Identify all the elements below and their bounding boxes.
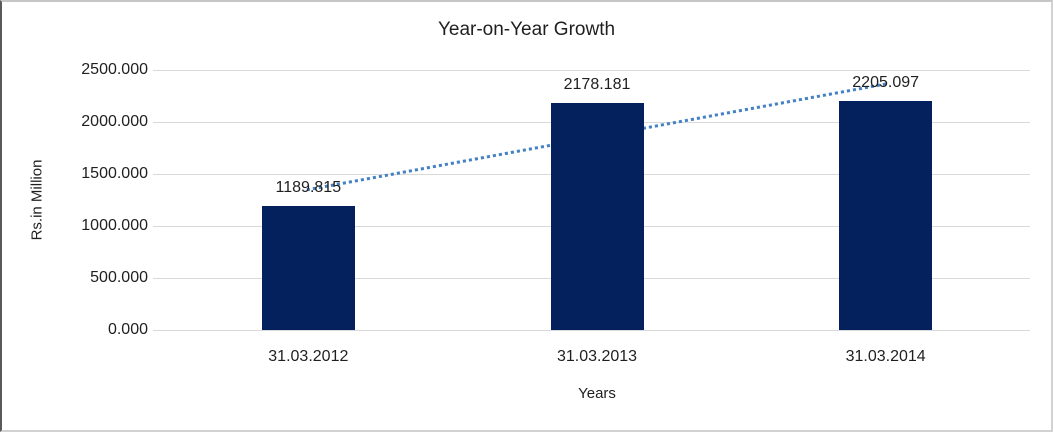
bar (261, 206, 355, 330)
x-category-label: 31.03.2014 (845, 348, 926, 365)
y-tick-label: 0.000 (107, 321, 148, 338)
x-category-label: 31.03.2013 (556, 348, 638, 365)
gridline (164, 70, 1030, 71)
y-tick-label: 1500.000 (81, 165, 148, 182)
y-tick-mark (153, 70, 164, 71)
y-tick-mark (153, 226, 164, 227)
y-tick-mark (153, 174, 164, 175)
y-tick-label: 500.000 (90, 269, 148, 286)
y-tick-mark (153, 278, 164, 279)
gridline (164, 330, 1030, 331)
bar-value-label: 2178.181 (563, 76, 631, 94)
bar-value-label: 1189.815 (275, 179, 342, 197)
bar (839, 100, 933, 330)
chart-title: Year-on-Year Growth (437, 19, 616, 40)
bar (550, 103, 644, 330)
x-axis-title: Years (578, 385, 616, 402)
y-tick-mark (153, 122, 164, 123)
y-tick-mark (153, 330, 164, 331)
y-tick-label: 1000.000 (81, 217, 148, 234)
x-category-label: 31.03.2012 (268, 348, 349, 365)
y-tick-label: 2500.000 (81, 61, 148, 78)
bar-value-label: 2205.097 (852, 73, 920, 91)
y-tick-label: 2000.000 (81, 113, 148, 130)
